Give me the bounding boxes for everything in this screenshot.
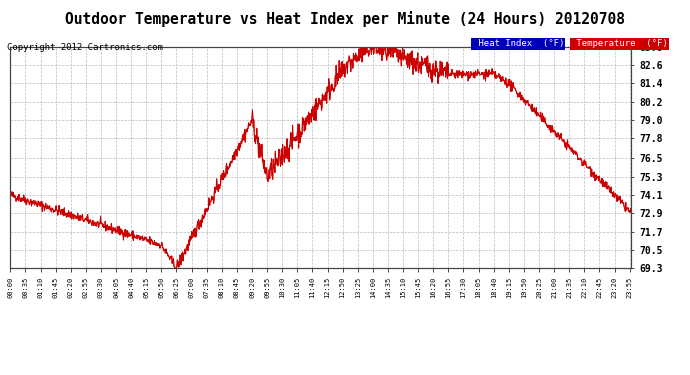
Text: Outdoor Temperature vs Heat Index per Minute (24 Hours) 20120708: Outdoor Temperature vs Heat Index per Mi… <box>65 11 625 27</box>
Text: Temperature  (°F): Temperature (°F) <box>571 39 668 48</box>
Text: Copyright 2012 Cartronics.com: Copyright 2012 Cartronics.com <box>7 43 163 52</box>
Text: Heat Index  (°F): Heat Index (°F) <box>473 39 564 48</box>
